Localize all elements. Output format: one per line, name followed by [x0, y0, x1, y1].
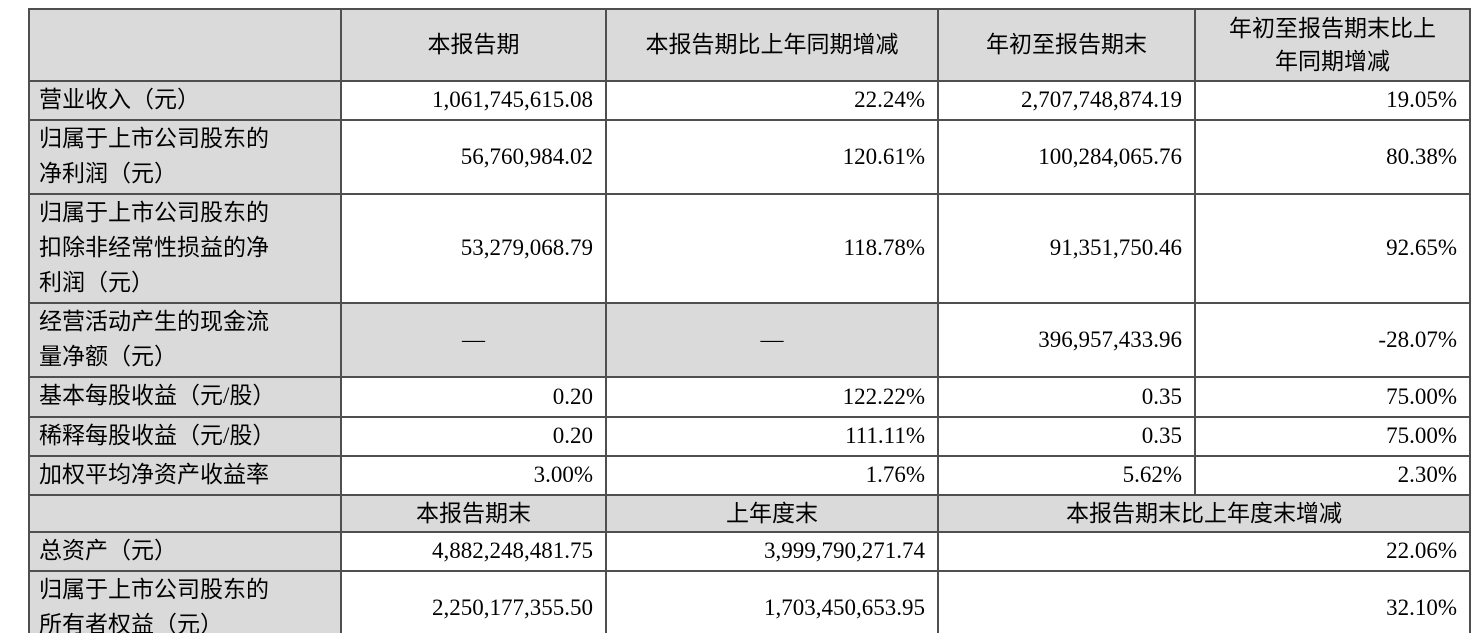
row-label-cell: 归属于上市公司股东的 扣除非经常性损益的净 利润（元）	[28, 192, 342, 304]
table-row-operating-cash-flow: 经营活动产生的现金流 量净额（元） — — 396,957,433.96 -28…	[28, 301, 1471, 378]
value-cell: 80.38%	[1194, 118, 1471, 195]
column-header-year-to-date: 年初至报告期末	[937, 8, 1196, 82]
table-row-weighted-average-roe: 加权平均净资产收益率 3.00% 1.76% 5.62% 2.30%	[28, 454, 1471, 496]
not-applicable-cell: —	[605, 301, 939, 378]
value-cell: 2.30%	[1194, 454, 1471, 496]
value-cell: 1.76%	[605, 454, 939, 496]
value-cell: 75.00%	[1194, 415, 1471, 457]
column-header-end-of-last-year: 上年度末	[605, 493, 939, 533]
table-row-basic-eps: 基本每股收益（元/股） 0.20 122.22% 0.35 75.00%	[28, 375, 1471, 418]
value-cell: 2,707,748,874.19	[937, 80, 1196, 121]
value-cell: 0.20	[340, 415, 607, 457]
row-label-cell: 营业收入（元）	[28, 80, 342, 121]
value-cell: 0.35	[937, 415, 1196, 457]
corner-empty-cell	[28, 8, 342, 82]
value-cell: 92.65%	[1194, 192, 1471, 304]
column-header-period-vs-last-year: 本报告期末比上年度末增减	[937, 493, 1471, 533]
value-cell: 118.78%	[605, 192, 939, 304]
column-header-current-period: 本报告期	[340, 8, 607, 82]
table-row-operating-revenue: 营业收入（元） 1,061,745,615.08 22.24% 2,707,74…	[28, 80, 1471, 121]
row-label-cell: 稀释每股收益（元/股）	[28, 415, 342, 457]
not-applicable-cell: —	[340, 301, 607, 378]
value-cell: 100,284,065.76	[937, 118, 1196, 195]
value-cell: 396,957,433.96	[937, 301, 1196, 378]
row-label-cell: 经营活动产生的现金流 量净额（元）	[28, 301, 342, 378]
corner-empty-cell	[28, 493, 342, 533]
row-label-cell: 总资产（元）	[28, 530, 342, 572]
row-label-cell: 加权平均净资产收益率	[28, 454, 342, 496]
column-header-year-to-date-yoy: 年初至报告期末比上 年同期增减	[1194, 8, 1471, 82]
value-cell: 122.22%	[605, 375, 939, 418]
value-cell: 3,999,790,271.74	[605, 530, 939, 572]
value-cell: 2,250,177,355.50	[340, 569, 607, 633]
value-cell: 75.00%	[1194, 375, 1471, 418]
value-cell: 0.35	[937, 375, 1196, 418]
merged-change-value-cell: 32.10%	[937, 569, 1471, 633]
column-header-current-period-yoy: 本报告期比上年同期增减	[605, 8, 939, 82]
value-cell: -28.07%	[1194, 301, 1471, 378]
value-cell: 22.24%	[605, 80, 939, 121]
value-cell: 91,351,750.46	[937, 192, 1196, 304]
value-cell: 120.61%	[605, 118, 939, 195]
value-cell: 111.11%	[605, 415, 939, 457]
table-header-row-1: 本报告期 本报告期比上年同期增减 年初至报告期末 年初至报告期末比上 年同期增减	[28, 8, 1471, 82]
value-cell: 1,703,450,653.95	[605, 569, 939, 633]
value-cell: 0.20	[340, 375, 607, 418]
value-cell: 56,760,984.02	[340, 118, 607, 195]
value-cell: 1,061,745,615.08	[340, 80, 607, 121]
table-row-owners-equity: 归属于上市公司股东的 所有者权益（元） 2,250,177,355.50 1,7…	[28, 569, 1471, 633]
value-cell: 5.62%	[937, 454, 1196, 496]
table-row-net-profit-excl-nonrecurring: 归属于上市公司股东的 扣除非经常性损益的净 利润（元） 53,279,068.7…	[28, 192, 1471, 304]
table-header-row-2: 本报告期末 上年度末 本报告期末比上年度末增减	[28, 493, 1471, 533]
value-cell: 53,279,068.79	[340, 192, 607, 304]
table-row-total-assets: 总资产（元） 4,882,248,481.75 3,999,790,271.74…	[28, 530, 1471, 572]
value-cell: 3.00%	[340, 454, 607, 496]
table-row-net-profit: 归属于上市公司股东的 净利润（元） 56,760,984.02 120.61% …	[28, 118, 1471, 195]
financial-summary-table: 本报告期 本报告期比上年同期增减 年初至报告期末 年初至报告期末比上 年同期增减…	[28, 8, 1471, 633]
row-label-cell: 归属于上市公司股东的 所有者权益（元）	[28, 569, 342, 633]
table-row-diluted-eps: 稀释每股收益（元/股） 0.20 111.11% 0.35 75.00%	[28, 415, 1471, 457]
column-header-end-of-period: 本报告期末	[340, 493, 607, 533]
row-label-cell: 基本每股收益（元/股）	[28, 375, 342, 418]
value-cell: 4,882,248,481.75	[340, 530, 607, 572]
merged-change-value-cell: 22.06%	[937, 530, 1471, 572]
row-label-cell: 归属于上市公司股东的 净利润（元）	[28, 118, 342, 195]
value-cell: 19.05%	[1194, 80, 1471, 121]
